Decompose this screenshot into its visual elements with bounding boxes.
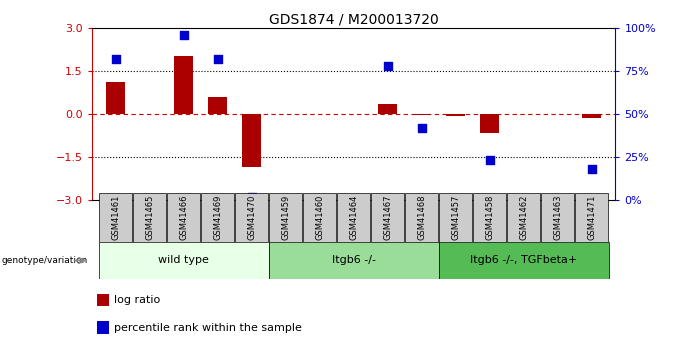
Bar [106, 82, 125, 114]
Point [246, 194, 257, 199]
Point [110, 56, 121, 61]
Bar [167, 193, 200, 242]
Text: GSM41458: GSM41458 [485, 195, 494, 240]
Bar [575, 193, 608, 242]
Point [382, 63, 393, 68]
Text: log ratio: log ratio [114, 295, 160, 305]
Bar [473, 193, 506, 242]
Text: GSM41466: GSM41466 [179, 195, 188, 240]
Bar [97, 322, 109, 334]
Bar [269, 241, 439, 279]
Bar [174, 56, 193, 114]
Bar [439, 193, 472, 242]
Text: GSM41465: GSM41465 [145, 195, 154, 240]
Bar [269, 193, 302, 242]
Bar [201, 193, 234, 242]
Text: GSM41459: GSM41459 [281, 195, 290, 240]
Bar [541, 193, 574, 242]
Bar [97, 294, 109, 306]
Bar [412, 114, 431, 115]
Text: GSM41470: GSM41470 [247, 195, 256, 240]
Text: GSM41461: GSM41461 [111, 195, 120, 240]
Bar [208, 97, 227, 114]
Bar [99, 193, 132, 242]
Bar [439, 241, 609, 279]
Text: percentile rank within the sample: percentile rank within the sample [114, 323, 302, 333]
Bar [446, 114, 465, 116]
Point [586, 166, 597, 172]
Text: GSM41463: GSM41463 [553, 195, 562, 240]
Text: GSM41467: GSM41467 [383, 195, 392, 240]
Bar [303, 193, 336, 242]
Text: GSM41464: GSM41464 [349, 195, 358, 240]
Bar [242, 114, 261, 167]
Text: GSM41471: GSM41471 [587, 195, 596, 240]
Bar [582, 114, 601, 118]
Point [484, 158, 495, 163]
Text: GSM41457: GSM41457 [451, 195, 460, 240]
Bar [405, 193, 438, 242]
Bar [480, 114, 499, 132]
Point [178, 32, 189, 37]
Bar [371, 193, 404, 242]
Bar [507, 193, 540, 242]
Text: GSM41460: GSM41460 [315, 195, 324, 240]
Text: GSM41468: GSM41468 [417, 195, 426, 240]
Text: genotype/variation: genotype/variation [2, 256, 88, 265]
Bar [99, 241, 269, 279]
Text: wild type: wild type [158, 256, 209, 265]
Text: GSM41462: GSM41462 [519, 195, 528, 240]
Bar [378, 104, 397, 114]
Point [416, 125, 427, 130]
Point [212, 56, 223, 61]
Bar [337, 193, 370, 242]
Bar [235, 193, 268, 242]
Text: Itgb6 -/-: Itgb6 -/- [332, 256, 375, 265]
Title: GDS1874 / M200013720: GDS1874 / M200013720 [269, 12, 439, 27]
Text: Itgb6 -/-, TGFbeta+: Itgb6 -/-, TGFbeta+ [470, 256, 577, 265]
Text: GSM41469: GSM41469 [213, 195, 222, 240]
Bar [133, 193, 166, 242]
